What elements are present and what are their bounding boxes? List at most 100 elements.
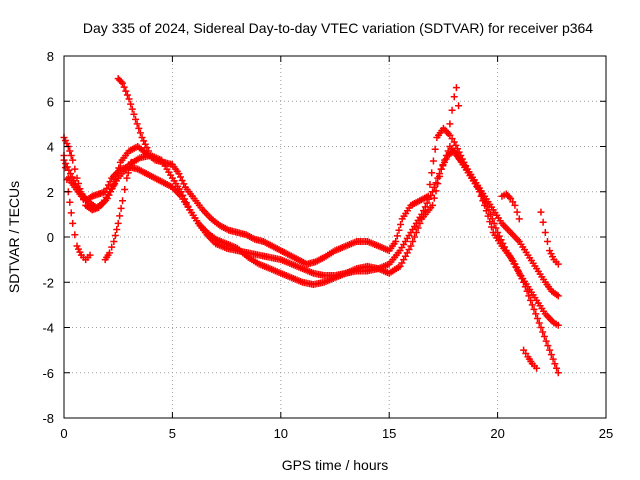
point-marker <box>111 231 119 239</box>
point-marker <box>476 188 484 196</box>
point-marker <box>121 185 129 193</box>
grid <box>64 56 606 418</box>
point-marker <box>539 328 547 336</box>
point-marker <box>133 120 141 128</box>
point-marker <box>410 233 418 241</box>
point-marker <box>527 296 535 304</box>
point-marker <box>539 218 547 226</box>
y-tick-label: 4 <box>47 140 54 155</box>
point-marker <box>110 238 118 246</box>
point-marker <box>120 83 128 91</box>
point-marker <box>532 310 540 318</box>
y-tick-label: 2 <box>47 185 54 200</box>
point-marker <box>128 105 136 113</box>
point-marker <box>421 203 429 211</box>
point-marker <box>483 202 491 210</box>
point-marker <box>543 238 551 246</box>
series-track-8 <box>520 346 541 372</box>
point-marker <box>435 170 443 178</box>
point-marker <box>429 188 437 196</box>
point-marker <box>136 129 144 137</box>
point-marker <box>455 102 463 110</box>
point-marker <box>429 201 437 209</box>
point-marker <box>516 271 524 279</box>
series-track-4 <box>60 152 94 264</box>
point-marker <box>116 212 124 220</box>
point-marker <box>523 287 531 295</box>
x-tick-label: 15 <box>382 426 396 441</box>
point-marker <box>67 152 75 160</box>
point-marker <box>71 165 79 173</box>
point-marker <box>393 232 401 240</box>
point-marker <box>513 264 521 272</box>
point-marker <box>495 232 503 240</box>
x-tick-label: 25 <box>599 426 613 441</box>
point-marker <box>481 199 489 207</box>
point-marker <box>554 321 562 329</box>
x-tick-label: 10 <box>274 426 288 441</box>
point-marker <box>123 91 131 99</box>
point-marker <box>432 187 440 195</box>
point-marker <box>452 84 460 92</box>
series-track-5 <box>101 158 135 264</box>
y-tick-label: 0 <box>47 230 54 245</box>
point-marker <box>117 78 125 86</box>
point-marker <box>431 145 439 153</box>
point-marker <box>485 206 493 214</box>
point-marker <box>551 360 559 368</box>
point-marker <box>67 209 75 217</box>
point-marker <box>533 364 541 372</box>
point-marker <box>537 324 545 331</box>
point-marker <box>127 100 135 108</box>
point-marker <box>446 120 454 128</box>
series-track-10 <box>446 84 463 128</box>
point-marker <box>61 164 69 172</box>
y-tick-label: 8 <box>47 49 54 64</box>
point-marker <box>427 192 435 200</box>
point-marker <box>409 238 417 246</box>
point-marker <box>130 110 138 118</box>
point-marker <box>126 164 134 172</box>
axis-tick-labels: 0 5 10 15 20 25 -8 -6 -4 -2 0 2 4 6 8 <box>42 49 613 441</box>
point-marker <box>69 219 77 227</box>
point-marker <box>430 183 438 191</box>
point-marker <box>106 249 114 257</box>
series-track-6 <box>114 75 153 155</box>
point-marker <box>520 278 528 286</box>
point-marker <box>546 346 554 354</box>
x-axis-title: GPS time / hours <box>282 457 389 473</box>
y-tick-label: -2 <box>42 275 54 290</box>
point-marker <box>505 193 513 201</box>
point-marker <box>420 207 428 215</box>
point-marker <box>448 106 456 114</box>
chart-title: Day 335 of 2024, Sidereal Day-to-day VTE… <box>83 20 593 36</box>
point-marker <box>492 224 500 232</box>
point-marker <box>124 169 132 177</box>
point-marker <box>113 225 121 233</box>
point-marker <box>69 156 77 164</box>
point-marker <box>514 267 522 275</box>
point-marker <box>549 355 557 363</box>
point-marker <box>480 195 488 203</box>
point-marker <box>554 292 562 300</box>
axis-ticks <box>63 55 607 419</box>
point-marker <box>537 208 545 216</box>
y-tick-label: -4 <box>42 321 54 336</box>
point-marker <box>488 215 496 223</box>
x-tick-label: 5 <box>169 426 176 441</box>
data-points <box>60 75 562 377</box>
point-marker <box>530 305 538 313</box>
y-axis-title: SDTVAR / TECUs <box>6 181 22 293</box>
point-marker <box>513 208 521 216</box>
point-marker <box>499 239 507 247</box>
point-marker <box>63 176 71 184</box>
point-marker <box>407 242 415 250</box>
point-marker <box>525 292 533 300</box>
point-marker <box>490 219 498 227</box>
point-marker <box>511 260 519 268</box>
point-marker <box>497 236 505 244</box>
point-marker <box>428 169 436 177</box>
point-marker <box>397 221 405 229</box>
point-marker <box>135 124 143 132</box>
